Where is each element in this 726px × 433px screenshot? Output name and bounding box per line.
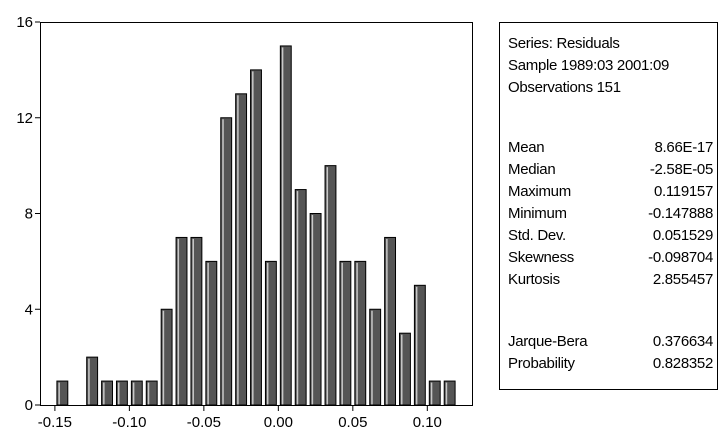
plot-frame <box>40 22 473 406</box>
histogram-bar-highlight <box>341 262 343 405</box>
histogram-bar <box>145 380 158 406</box>
histogram-bar <box>250 69 262 406</box>
stat-label: Jarque-Bera <box>508 333 588 350</box>
histogram-bar-highlight <box>207 262 209 405</box>
histogram-bar <box>443 380 456 406</box>
stat-label: Maximum <box>508 183 571 200</box>
stat-value: -0.098704 <box>648 249 713 266</box>
stat-value: 2.855457 <box>652 271 713 288</box>
histogram-bar <box>279 45 292 406</box>
stat-row-maximum: Maximum 0.119157 <box>508 183 713 203</box>
histogram-bar-highlight <box>162 310 165 405</box>
histogram-bar <box>220 117 233 406</box>
histogram-bar-highlight <box>132 382 135 405</box>
y-tick-label: 12 <box>16 110 33 127</box>
y-tick-label: 16 <box>16 14 33 31</box>
histogram-bar-highlight <box>103 382 105 405</box>
ticks-layer: -0.15 -0.10 -0.05 0.00 0.05 0.10 0 4 8 12 16 <box>16 14 442 431</box>
histogram-bar <box>130 380 143 406</box>
stat-row-jarque-bera: Jarque-Bera 0.376634 <box>508 333 713 353</box>
histogram-bar <box>175 236 188 406</box>
stat-row-mean: Mean 8.66E-17 <box>508 139 713 159</box>
histogram-bar <box>369 308 382 406</box>
histogram-bar-highlight <box>326 167 329 405</box>
stat-label: Kurtosis <box>508 271 560 288</box>
histogram-bar <box>413 284 426 406</box>
histogram-bar-highlight <box>192 238 194 405</box>
histogram-bar-highlight <box>117 382 120 405</box>
stat-label: Probability <box>508 355 575 372</box>
histogram-bar-highlight <box>415 286 418 405</box>
histogram-bar-highlight <box>237 95 239 405</box>
stat-row-skewness: Skewness -0.098704 <box>508 249 713 269</box>
stats-panel: Series: Residuals Sample 1989:03 2001:09… <box>499 22 718 390</box>
histogram-bar <box>115 380 128 406</box>
observation-count: Observations 151 <box>508 79 621 96</box>
stat-row-std-dev: Std. Dev. 0.051529 <box>508 227 713 247</box>
histogram-bar <box>384 236 397 406</box>
stat-label: Std. Dev. <box>508 227 566 244</box>
histogram-bar-highlight <box>222 119 224 405</box>
stat-label: Skewness <box>508 249 574 266</box>
stat-row-minimum: Minimum -0.147888 <box>508 205 713 225</box>
sample-range: Sample 1989:03 2001:09 <box>508 57 670 74</box>
histogram-bar-highlight <box>58 382 60 405</box>
stat-value: 0.376634 <box>652 333 713 350</box>
y-tick-label: 0 <box>25 397 33 414</box>
stat-label: Mean <box>508 139 545 156</box>
histogram-bar <box>235 93 248 406</box>
stat-value: 0.051529 <box>652 227 713 244</box>
histogram-bar <box>399 332 411 406</box>
histogram-bar-highlight <box>177 238 180 405</box>
y-tick-label: 8 <box>25 206 33 223</box>
stat-label: Minimum <box>508 205 567 222</box>
histogram-bar-highlight <box>386 238 388 405</box>
histogram-bar-highlight <box>356 262 358 405</box>
stat-row-probability: Probability 0.828352 <box>508 355 713 375</box>
x-tick-label: 0.05 <box>338 414 367 431</box>
histogram-bar <box>190 236 203 406</box>
histogram-bar <box>56 380 69 406</box>
x-tick-label: -0.05 <box>187 414 221 431</box>
stat-label: Median <box>508 161 556 178</box>
x-tick-label: -0.15 <box>38 414 72 431</box>
histogram-bar-highlight <box>147 382 150 405</box>
x-tick-label: -0.10 <box>112 414 146 431</box>
histogram-bar <box>354 260 367 406</box>
histogram-bar-highlight <box>88 358 90 405</box>
histogram-bar <box>205 260 218 406</box>
histogram-bar-highlight <box>371 310 373 405</box>
stat-value: 0.828352 <box>652 355 713 372</box>
histogram-bar-highlight <box>401 334 403 405</box>
histogram-bar <box>294 189 307 406</box>
bars-layer <box>56 45 456 406</box>
stat-value: -2.58E-05 <box>649 161 713 178</box>
x-tick-label: 0.00 <box>264 414 293 431</box>
stat-value: -0.147888 <box>648 205 713 222</box>
histogram-bar-highlight <box>266 262 269 405</box>
histogram-bar-highlight <box>311 215 314 405</box>
stat-row-median: Median -2.58E-05 <box>508 161 713 181</box>
histogram-bar-highlight <box>281 47 284 405</box>
series-name: Series: Residuals <box>508 35 620 52</box>
histogram-bar <box>86 356 99 406</box>
histogram-bar <box>339 260 352 406</box>
histogram-bar <box>428 380 441 406</box>
histogram-bar <box>160 308 173 406</box>
x-tick-label: 0.10 <box>413 414 442 431</box>
histogram-bar-highlight <box>296 191 299 405</box>
stat-value: 8.66E-17 <box>654 139 714 156</box>
histogram-bar-highlight <box>445 382 448 405</box>
histogram-bar <box>101 380 113 406</box>
stat-value: 0.119157 <box>653 183 713 200</box>
histogram-bar-highlight <box>252 71 254 405</box>
histogram-bar <box>264 260 277 406</box>
histogram-bar <box>324 165 337 406</box>
histogram-bar <box>309 213 322 406</box>
histogram-bar-highlight <box>430 382 433 405</box>
y-tick-label: 4 <box>25 301 33 318</box>
stat-row-kurtosis: Kurtosis 2.855457 <box>508 271 713 291</box>
